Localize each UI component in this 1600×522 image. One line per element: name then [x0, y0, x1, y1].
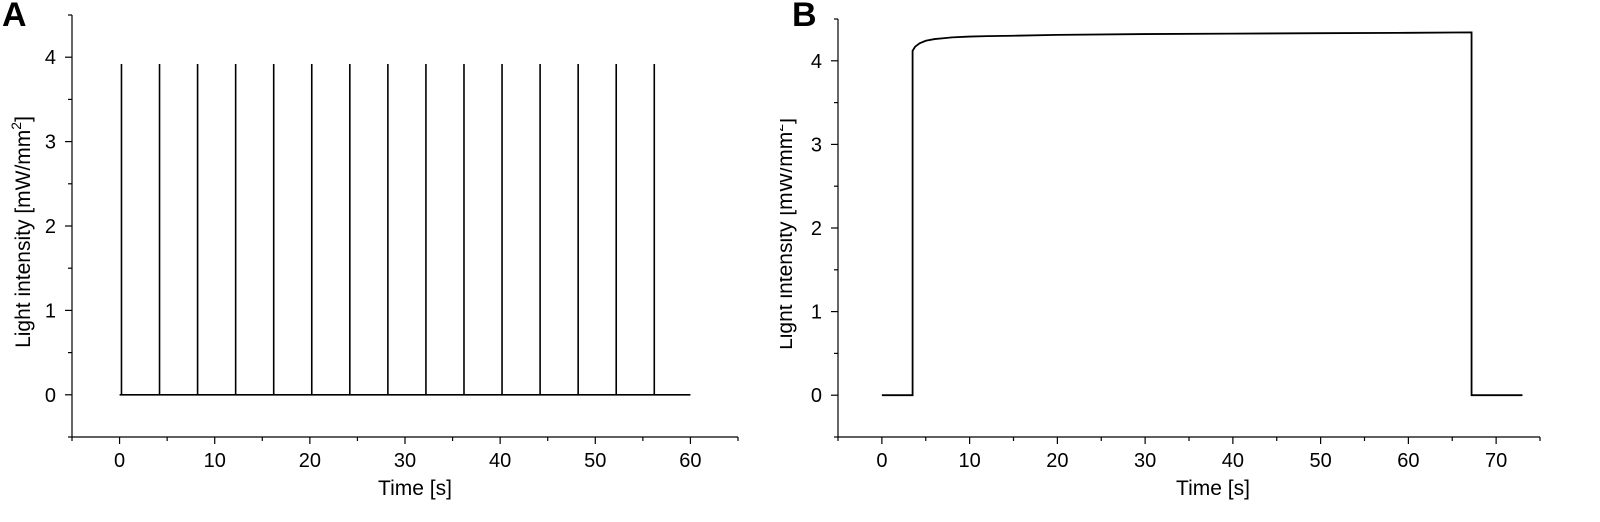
- chart-b-y-tick-label: 0: [811, 385, 822, 407]
- chart-a-y-tick-label: 3: [45, 132, 56, 154]
- chart-a-y-axis-label-close: ]: [12, 116, 35, 122]
- chart-b-x-axis-label: Time [s]: [1176, 477, 1250, 500]
- chart-a-y-tick-label: 2: [45, 216, 56, 238]
- chart-a-y-axis-label-main: Light intensity [mW/mm: [12, 130, 35, 348]
- chart-b-x-tick-label: 10: [959, 450, 981, 472]
- chart-b-y-tick-label: 4: [811, 51, 822, 73]
- chart-a-x-tick-label: 0: [114, 450, 125, 472]
- chart-b-x-tick-label: 20: [1046, 450, 1068, 472]
- chart-b-svg: 0 10 20 30 40 50 60 70 0 1 2 3 4 Time [s] Light intens…: [770, 18, 1541, 500]
- chart-b-series-line: [881, 31, 1523, 397]
- chart-panel-b: B 0 10 20 30 40 50 60 70 0 1 2 3 4 Time [s] Light inte…: [770, 0, 1600, 517]
- chart-a-y-axis-label: Light intensity [mW/mm2]: [8, 116, 35, 348]
- chart-a-x-tick-label: 10: [204, 450, 226, 472]
- chart-a-x-tick-label: 40: [489, 450, 511, 472]
- chart-b-x-tick-label: 0: [876, 450, 887, 472]
- chart-b-y-axis-label-close: ]: [780, 118, 797, 124]
- chart-b-x-tick-label: 70: [1485, 450, 1507, 472]
- chart-b-x-tick-label: 30: [1134, 450, 1156, 472]
- chart-a-x-tick-label: 20: [299, 450, 321, 472]
- chart-panel-a: A 0 10 20 30 40 50 60 0 1 2 3 4 Time [s] Light intens…: [0, 0, 780, 517]
- chart-a-x-tick-label: 30: [394, 450, 416, 472]
- chart-b-y-tick-label: 1: [811, 302, 822, 324]
- chart-b-y-axis-label-sup: 2: [780, 124, 786, 132]
- chart-b-x-tick-label: 60: [1397, 450, 1419, 472]
- chart-a-x-tick-label: 50: [584, 450, 606, 472]
- chart-b-x-tick-label: 50: [1310, 450, 1332, 472]
- chart-a-x-tick-label: 60: [679, 450, 701, 472]
- chart-a-y-tick-label: 0: [45, 385, 56, 407]
- chart-b-y-axis-label: Light intensity [mW/mm2]: [780, 118, 797, 350]
- chart-b-y-tick-label: 3: [811, 134, 822, 156]
- chart-a-svg: 0 10 20 30 40 50 60 0 1 2 3 4 Time [s] Light intensit…: [8, 14, 739, 500]
- chart-b-y-tick-label: 2: [811, 218, 822, 240]
- chart-b-x-tick-label: 40: [1222, 450, 1244, 472]
- chart-a-y-tick-label: 1: [45, 300, 56, 322]
- chart-a-x-axis-label: Time [s]: [378, 477, 452, 500]
- chart-a-y-tick-label: 4: [45, 47, 56, 69]
- chart-b-y-axis-label-main: Light intensity [mW/mm: [780, 132, 797, 350]
- panel-label-a: A: [2, 0, 27, 34]
- panel-label-b: B: [792, 0, 817, 34]
- chart-a-y-axis-label-sup: 2: [8, 122, 24, 130]
